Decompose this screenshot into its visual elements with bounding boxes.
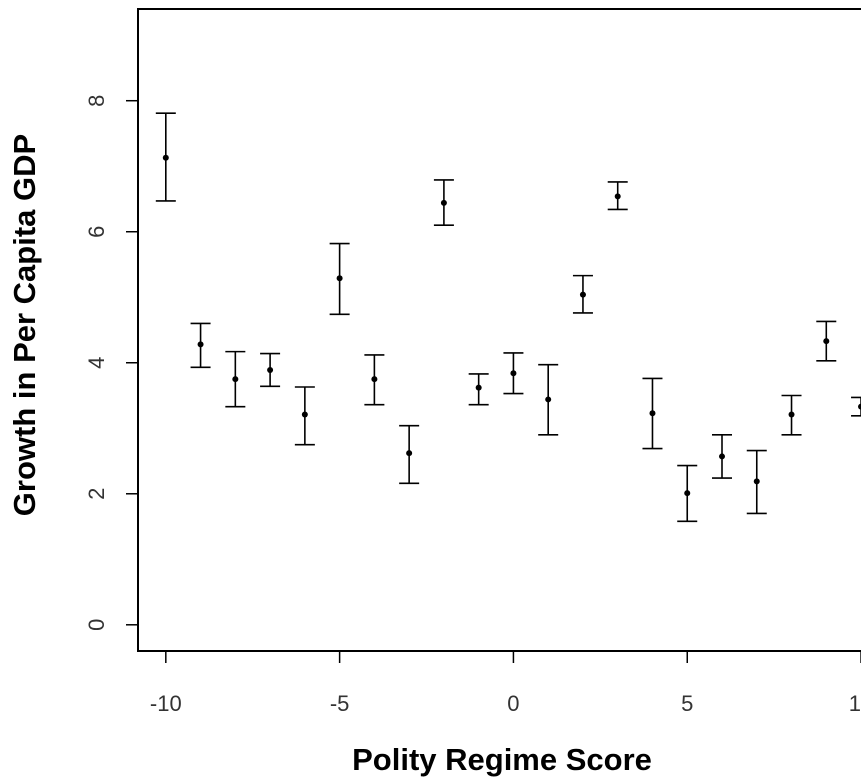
x-tick-label: -10: [150, 691, 182, 716]
error-bar-point: [816, 320, 837, 362]
y-tick-label: 0: [84, 619, 109, 631]
x-axis: -10 -5 0 5 10: [150, 650, 861, 716]
data-point: [267, 366, 274, 373]
data-point: [336, 275, 343, 282]
x-tick-label: 0: [507, 691, 519, 716]
plot-frame: [137, 8, 861, 652]
error-bar-point: [329, 242, 350, 316]
error-bar-point: [607, 181, 628, 211]
error-bar-point: [225, 350, 246, 408]
error-bar-point: [190, 322, 211, 369]
x-tick-label: 10: [849, 691, 861, 716]
data-point: [371, 376, 378, 383]
x-axis-label: Polity Regime Score: [352, 742, 652, 777]
data-point: [406, 450, 413, 457]
error-bar-point: [851, 396, 861, 417]
data-point: [719, 453, 725, 460]
y-axis-label: Growth in Per Capita GDP: [7, 134, 42, 516]
data-marks: [155, 112, 861, 523]
x-tick-label: 5: [681, 691, 693, 716]
data-point: [649, 410, 656, 417]
error-bar-point: [677, 464, 698, 523]
error-bar-point: [364, 354, 385, 406]
data-point: [475, 384, 482, 391]
data-point: [614, 193, 621, 200]
error-bar-point: [712, 434, 732, 479]
y-tick-label: 2: [84, 488, 109, 500]
data-point: [753, 478, 760, 485]
data-point: [197, 341, 204, 348]
error-bar-point: [155, 112, 176, 202]
data-point: [858, 403, 861, 410]
x-tick-label: -5: [330, 691, 350, 716]
y-axis: 0 2 4 6 8: [84, 95, 139, 631]
error-bar-point: [260, 352, 281, 388]
data-point: [510, 370, 517, 377]
error-bar-point: [294, 386, 315, 446]
error-bar-point: [642, 377, 663, 450]
data-point: [823, 338, 830, 345]
y-tick-label: 4: [84, 357, 109, 369]
error-bar-point: [503, 352, 524, 395]
data-point: [545, 396, 552, 403]
error-bar-point: [399, 424, 420, 485]
error-bar-point: [572, 274, 593, 314]
error-bar-point: [468, 373, 489, 406]
data-point: [162, 154, 169, 161]
y-tick-label: 6: [84, 226, 109, 238]
data-point: [301, 411, 308, 418]
data-point: [788, 411, 795, 418]
error-bar-point: [781, 394, 802, 436]
data-point: [579, 291, 586, 298]
error-bar-point: [746, 449, 767, 515]
data-point: [440, 199, 447, 206]
error-bar-point: [538, 363, 559, 436]
data-point: [684, 490, 691, 497]
error-bar-point: [433, 179, 454, 226]
data-point: [232, 376, 239, 383]
y-tick-label: 8: [84, 95, 109, 107]
